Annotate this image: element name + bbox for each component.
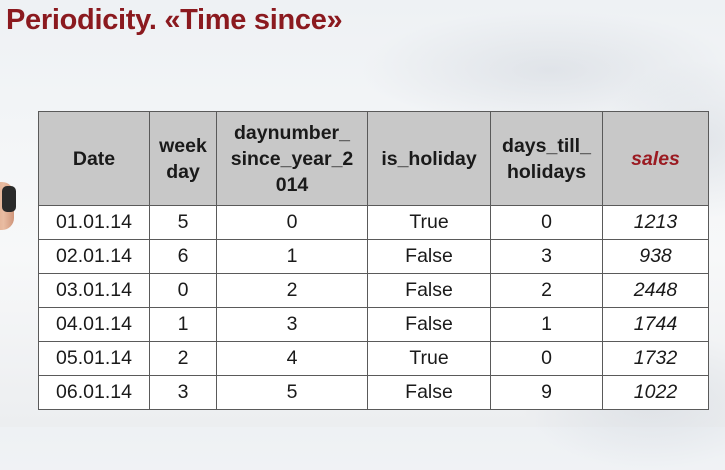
- header-is-holiday: is_holiday: [367, 111, 491, 206]
- header-line: sales: [631, 147, 680, 170]
- cell-daynumber: 4: [216, 341, 368, 376]
- header-date: Date: [38, 111, 150, 206]
- cell-daynumber: 1: [216, 239, 368, 274]
- cell-is-holiday: False: [367, 273, 491, 308]
- cell-daynumber: 0: [216, 205, 368, 240]
- table-row: 06.01.14 3 5 False 9 1022: [38, 375, 709, 410]
- header-days-till-holidays: days_till_ holidays: [490, 111, 603, 206]
- data-table: Date week day daynumber_ since_year_2 01…: [38, 111, 709, 410]
- header-line: 014: [275, 173, 309, 196]
- cell-sales: 1744: [602, 307, 709, 342]
- cell-date: 03.01.14: [38, 273, 150, 308]
- header-daynumber: daynumber_ since_year_2 014: [216, 111, 368, 206]
- cell-daynumber: 3: [216, 307, 368, 342]
- table-row: 01.01.14 5 0 True 0 1213: [38, 205, 709, 240]
- cell-date: 02.01.14: [38, 239, 150, 274]
- cell-weekday: 1: [149, 307, 217, 342]
- cell-days-till-holidays: 0: [490, 341, 603, 376]
- cell-date: 01.01.14: [38, 205, 150, 240]
- header-line: is_holiday: [381, 147, 477, 170]
- slide-title: Periodicity. «Time since»: [6, 4, 343, 36]
- header-weekday: week day: [149, 111, 217, 206]
- cell-date: 06.01.14: [38, 375, 150, 410]
- cell-weekday: 5: [149, 205, 217, 240]
- cell-sales: 2448: [602, 273, 709, 308]
- table-row: 04.01.14 1 3 False 1 1744: [38, 307, 709, 342]
- cell-date: 04.01.14: [38, 307, 150, 342]
- header-line: day: [166, 160, 200, 183]
- cell-date: 05.01.14: [38, 341, 150, 376]
- header-line: week: [159, 134, 207, 157]
- cell-weekday: 0: [149, 273, 217, 308]
- presenter-clicker: [2, 186, 16, 212]
- cell-is-holiday: False: [367, 307, 491, 342]
- header-line: days_till_: [502, 134, 591, 157]
- table-header-row: Date week day daynumber_ since_year_2 01…: [38, 111, 709, 206]
- table-row: 02.01.14 6 1 False 3 938: [38, 239, 709, 274]
- header-line: since_year_2: [230, 147, 354, 170]
- cell-sales: 938: [602, 239, 709, 274]
- cell-is-holiday: False: [367, 239, 491, 274]
- cell-daynumber: 2: [216, 273, 368, 308]
- cell-weekday: 6: [149, 239, 217, 274]
- cell-weekday: 3: [149, 375, 217, 410]
- table-row: 03.01.14 0 2 False 2 2448: [38, 273, 709, 308]
- cell-is-holiday: True: [367, 341, 491, 376]
- cell-days-till-holidays: 9: [490, 375, 603, 410]
- cell-days-till-holidays: 0: [490, 205, 603, 240]
- cell-sales: 1732: [602, 341, 709, 376]
- header-line: holidays: [506, 160, 587, 183]
- header-line: Date: [72, 147, 116, 170]
- cell-is-holiday: True: [367, 205, 491, 240]
- header-line: daynumber_: [234, 121, 350, 144]
- cell-sales: 1022: [602, 375, 709, 410]
- cell-daynumber: 5: [216, 375, 368, 410]
- cell-days-till-holidays: 1: [490, 307, 603, 342]
- cell-sales: 1213: [602, 205, 709, 240]
- cell-days-till-holidays: 2: [490, 273, 603, 308]
- header-sales: sales: [602, 111, 709, 206]
- table-row: 05.01.14 2 4 True 0 1732: [38, 341, 709, 376]
- data-table-container: Date week day daynumber_ since_year_2 01…: [38, 111, 709, 410]
- cell-weekday: 2: [149, 341, 217, 376]
- cell-days-till-holidays: 3: [490, 239, 603, 274]
- cell-is-holiday: False: [367, 375, 491, 410]
